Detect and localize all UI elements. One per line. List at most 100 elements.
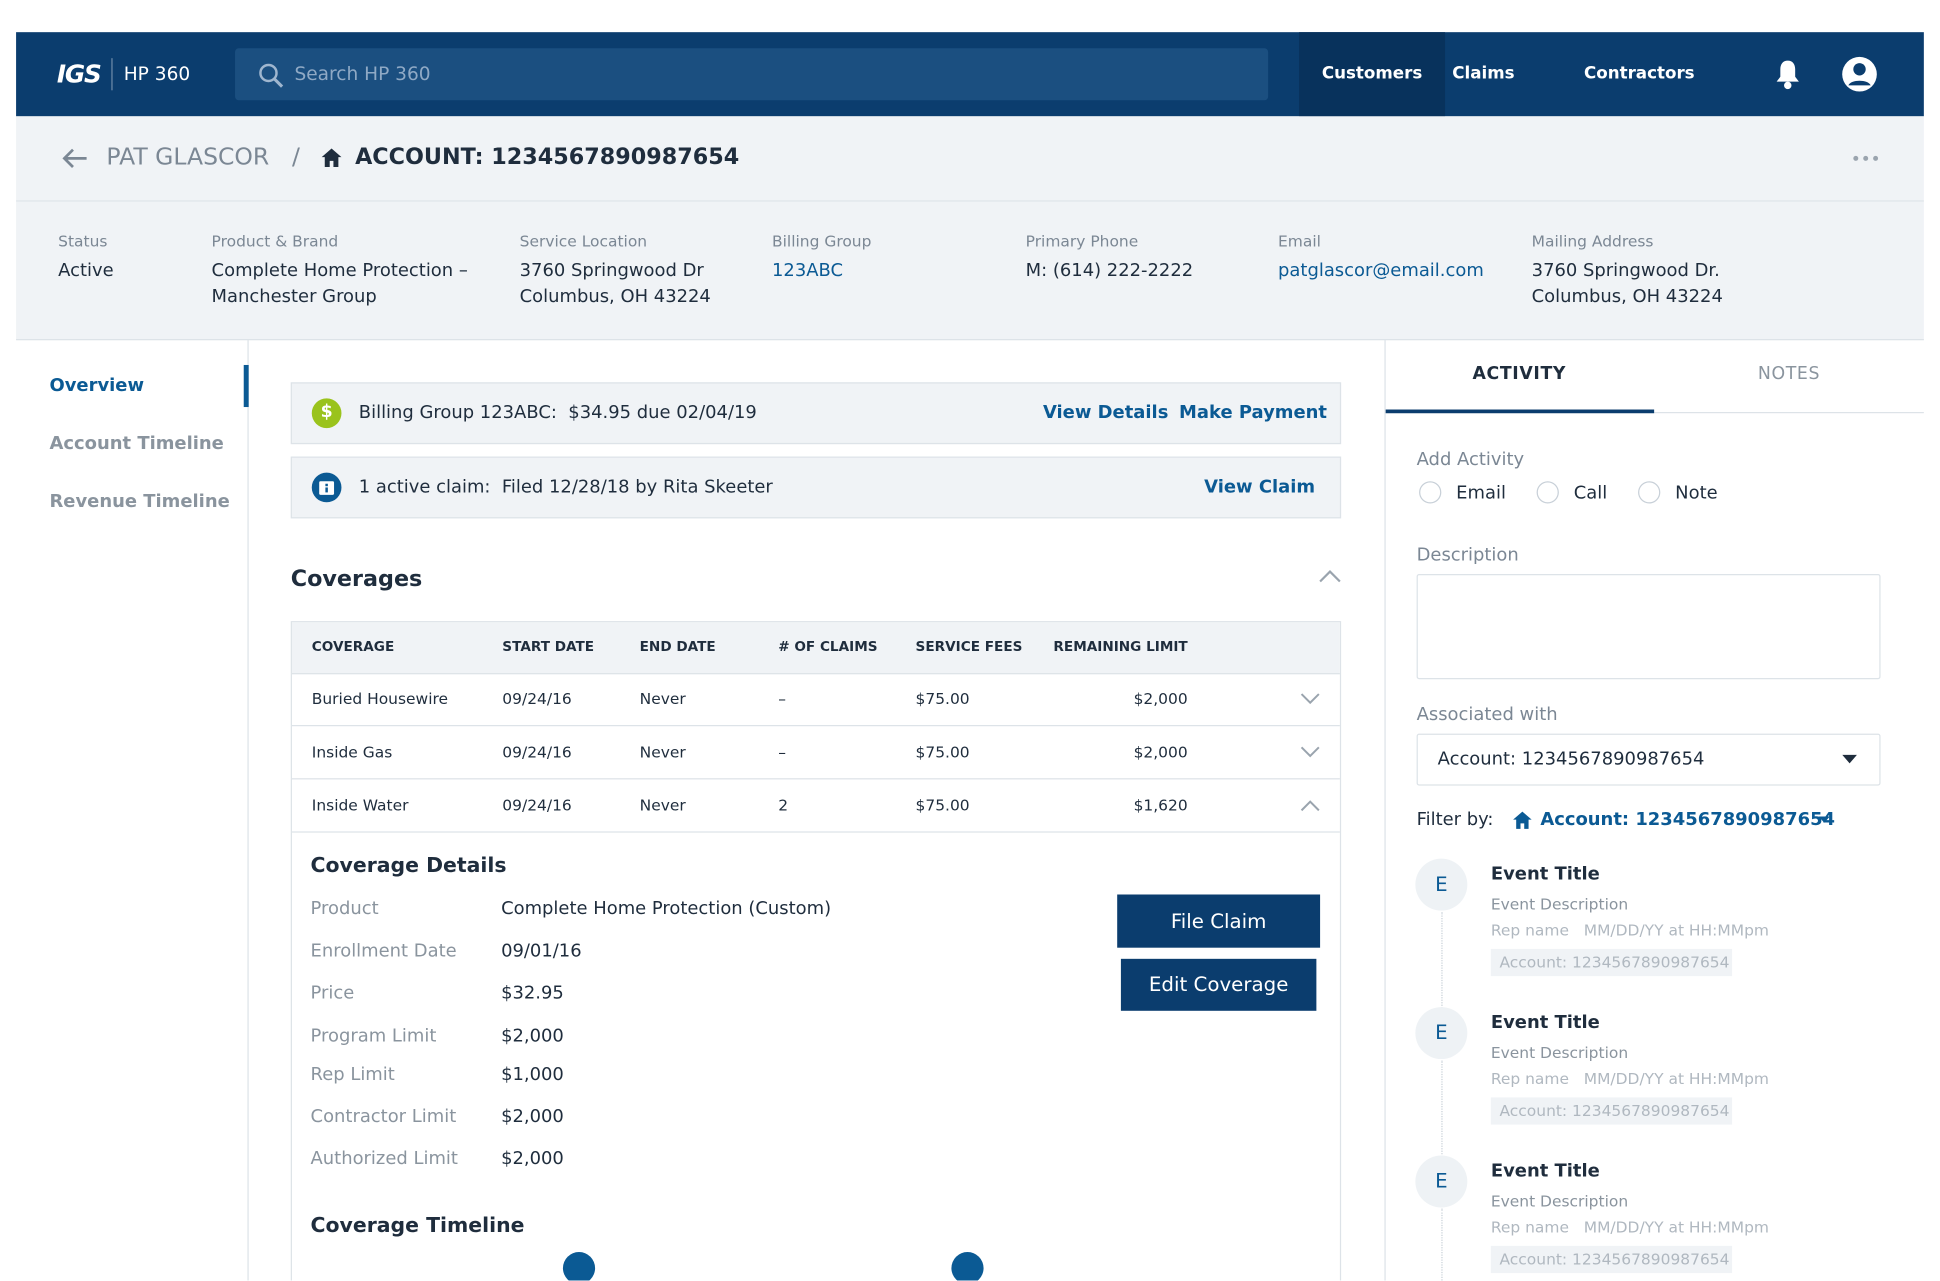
tab[interactable]: NOTES — [1757, 364, 1821, 384]
timeline-marker — [951, 1252, 984, 1281]
action-button[interactable] — [1117, 894, 1321, 948]
profile-avatar[interactable] — [1841, 56, 1878, 93]
table-cell: Inside Water — [311, 795, 409, 815]
back-button-icon — [62, 148, 87, 168]
event-account-chip — [1490, 948, 1733, 977]
event-initial: E — [1435, 1169, 1448, 1193]
alert-link[interactable]: View Claim — [1204, 477, 1316, 498]
search-box[interactable] — [235, 48, 1269, 101]
radio-label[interactable]: Note — [1675, 483, 1718, 504]
detail-label: Authorized Limit — [310, 1149, 458, 1170]
info-value: Active — [58, 260, 114, 281]
event-meta: Rep name MM/DD/YY at HH:MMpm — [1490, 1217, 1769, 1237]
timeline-connector — [1441, 911, 1443, 1024]
billing-alert — [290, 382, 1342, 445]
table-cell: 09/24/16 — [502, 689, 572, 708]
detail-value: Complete Home Protection (Custom) — [501, 899, 832, 920]
event-initial: E — [1435, 1020, 1448, 1045]
event-title: Event Title — [1490, 1013, 1600, 1033]
row-toggle[interactable] — [1299, 798, 1321, 813]
row-toggle[interactable] — [1299, 692, 1321, 707]
table-cell: Never — [639, 689, 686, 708]
row-divider — [291, 778, 1340, 780]
table-cell: 09/24/16 — [502, 742, 572, 762]
collapse-toggle[interactable] — [1318, 569, 1343, 584]
table-cell: $75.00 — [915, 742, 970, 762]
filter-arrow — [1818, 816, 1830, 824]
info-label: Primary Phone — [1025, 231, 1139, 251]
info-label: Billing Group — [772, 231, 872, 251]
info-value: Columbus, OH 43224 — [519, 286, 711, 307]
sidenav-item[interactable]: Overview — [49, 376, 145, 396]
event-account: Account: 1234567890987654 — [1499, 952, 1730, 972]
back-button[interactable] — [59, 146, 89, 171]
nav-item[interactable]: Claims — [1452, 63, 1515, 84]
filter-label: Filter by: — [1416, 810, 1494, 831]
column-header: END DATE — [639, 638, 716, 655]
radio-button[interactable] — [1638, 481, 1661, 504]
associated-select[interactable] — [1416, 733, 1881, 786]
filter-arrow-icon — [1818, 816, 1830, 823]
billing-icon: $ — [320, 402, 333, 423]
tab[interactable]: ACTIVITY — [1472, 364, 1567, 384]
sidenav-active-indicator — [243, 364, 249, 408]
info-value[interactable]: 123ABC — [772, 260, 844, 281]
detail-value: $2,000 — [501, 1107, 564, 1128]
timeline-marker — [562, 1252, 596, 1281]
detail-label: Contractor Limit — [310, 1107, 457, 1128]
radio-button[interactable] — [1536, 481, 1559, 504]
button-label[interactable]: Edit Coverage — [1148, 972, 1289, 996]
claim-alert-text: 1 active claim: Filed 12/28/18 by Rita S… — [358, 477, 773, 498]
radio-button[interactable] — [1419, 481, 1442, 504]
table-cell: 2 — [778, 795, 789, 815]
nav-item[interactable]: Contractors — [1583, 63, 1695, 84]
table-cell: Buried Housewire — [311, 689, 449, 708]
billing-alert-text: Billing Group 123ABC: $34.95 due 02/04/1… — [358, 403, 757, 424]
column-header: START DATE — [502, 638, 595, 655]
claim-icon — [311, 471, 343, 503]
table-cell: Never — [639, 795, 686, 815]
detail-value: $32.95 — [501, 983, 564, 1004]
search-icon-icon — [259, 63, 284, 88]
event-meta: Rep name MM/DD/YY at HH:MMpm — [1490, 1069, 1769, 1088]
table-cell: – — [778, 689, 786, 708]
panel-divider — [1384, 338, 1386, 1281]
customer-name[interactable]: PAT GLASCOR — [106, 143, 270, 171]
description-input[interactable] — [1416, 574, 1881, 680]
alert-link[interactable]: Make Payment — [1179, 403, 1327, 424]
table-cell: $2,000 — [1133, 689, 1188, 708]
timeline-title: Coverage Timeline — [310, 1213, 525, 1237]
radio-label[interactable]: Call — [1573, 483, 1608, 504]
sidenav-item[interactable]: Account Timeline — [49, 434, 224, 454]
filter-home-icon — [1512, 810, 1533, 830]
more-menu-icon — [1853, 155, 1879, 161]
row-toggle-icon — [1300, 800, 1320, 812]
logo: IGS — [56, 58, 102, 89]
event-description: Event Description — [1490, 894, 1629, 914]
notifications[interactable] — [1773, 57, 1803, 92]
alert-link[interactable]: View Details — [1042, 403, 1169, 424]
event-title: Event Title — [1490, 864, 1600, 885]
column-header: REMAINING LIMIT — [1053, 638, 1188, 655]
info-value: 3760 Springwood Dr — [519, 260, 704, 281]
info-label: Status — [58, 231, 108, 251]
row-toggle[interactable] — [1299, 745, 1321, 760]
sidenav-divider — [247, 338, 249, 1281]
table-cell: $2,000 — [1133, 742, 1188, 762]
row-toggle-icon — [1300, 746, 1320, 758]
info-value[interactable]: patglascor@email.com — [1278, 260, 1484, 281]
event-avatar — [1415, 1007, 1468, 1060]
event-description: Event Description — [1490, 1191, 1629, 1211]
nav-item[interactable]: Customers — [1321, 63, 1423, 84]
button-label[interactable]: File Claim — [1170, 908, 1267, 933]
action-button[interactable] — [1120, 958, 1317, 1011]
filter-value[interactable]: Account: 1234567890987654 — [1540, 810, 1836, 831]
claim-icon-icon — [311, 472, 342, 503]
event-title: Event Title — [1490, 1161, 1600, 1182]
detail-value: $1,000 — [501, 1065, 564, 1085]
radio-label[interactable]: Email — [1456, 483, 1506, 504]
table-cell: Never — [639, 742, 686, 762]
sidenav-item[interactable]: Revenue Timeline — [49, 492, 230, 513]
more-menu[interactable] — [1852, 153, 1879, 163]
